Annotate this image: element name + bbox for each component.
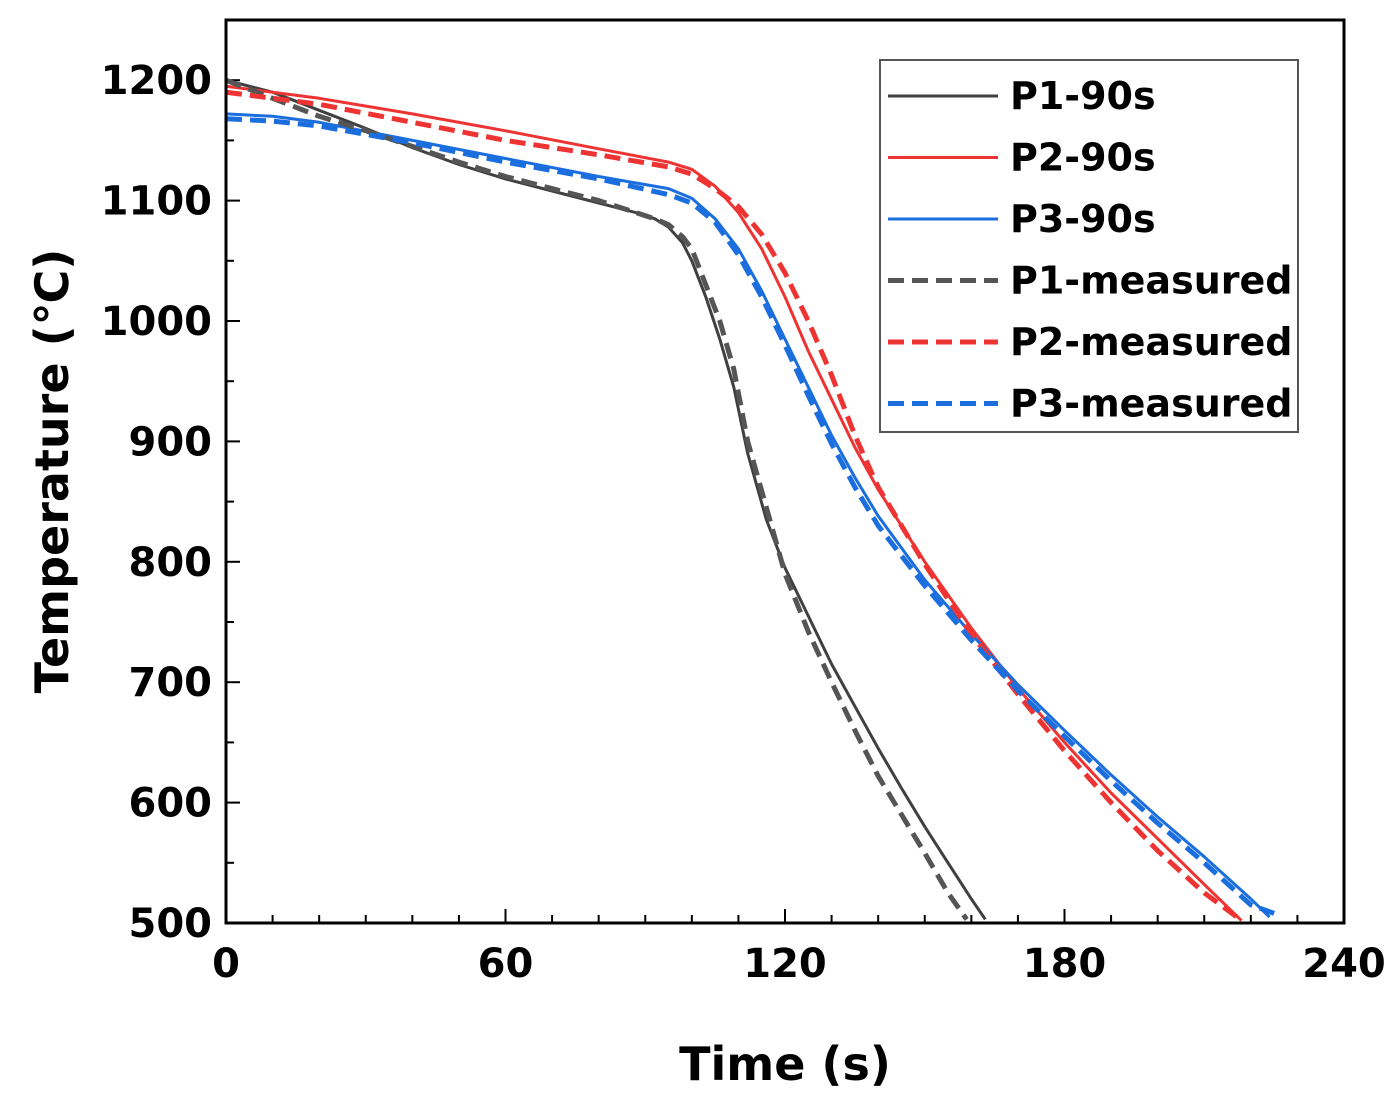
x-tick-label: 0 bbox=[212, 941, 240, 987]
y-tick-label: 800 bbox=[129, 540, 213, 586]
series-line-P3-measured bbox=[226, 116, 1275, 916]
series-line-P2-measured bbox=[226, 89, 1239, 920]
series-lines bbox=[226, 77, 1275, 922]
legend-label: P2-measured bbox=[1010, 320, 1292, 364]
y-tick-label: 600 bbox=[129, 781, 213, 827]
plot-frame bbox=[224, 18, 1346, 925]
y-tick-label: 1000 bbox=[101, 299, 212, 345]
y-tick-label: 1200 bbox=[101, 58, 212, 104]
y-tick-label: 700 bbox=[129, 660, 213, 706]
legend-label: P1-measured bbox=[1010, 259, 1292, 303]
axis-tick-labels: 0 60 120 180 240 500 600 700 800 900 1000 1100 1200 bbox=[101, 58, 1386, 987]
y-tick-label: 1100 bbox=[101, 179, 212, 225]
legend-label: P1-90s bbox=[1010, 74, 1156, 118]
legend: P1-90s P2-90s P3-90s P1-measured P2-measured… bbox=[879, 59, 1299, 433]
legend-box bbox=[879, 59, 1299, 433]
x-tick-label: 240 bbox=[1302, 941, 1386, 987]
y-axis-title: Temperature (℃) bbox=[25, 249, 79, 694]
series-line-P1-measured bbox=[226, 77, 969, 921]
x-tick-label: 60 bbox=[478, 941, 534, 987]
legend-label: P3-measured bbox=[1010, 382, 1292, 426]
legend-label: P2-90s bbox=[1010, 136, 1156, 180]
series-line-P1-90s bbox=[226, 78, 987, 921]
series-line-P2-90s bbox=[226, 84, 1243, 922]
y-tick-label: 500 bbox=[129, 901, 213, 947]
x-tick-label: 180 bbox=[1023, 941, 1107, 987]
x-tick-label: 120 bbox=[743, 941, 827, 987]
x-axis-title: Time (s) bbox=[679, 1037, 891, 1091]
y-tick-label: 900 bbox=[129, 419, 213, 465]
legend-label: P3-90s bbox=[1010, 197, 1156, 241]
series-line-P3-90s bbox=[226, 112, 1271, 919]
